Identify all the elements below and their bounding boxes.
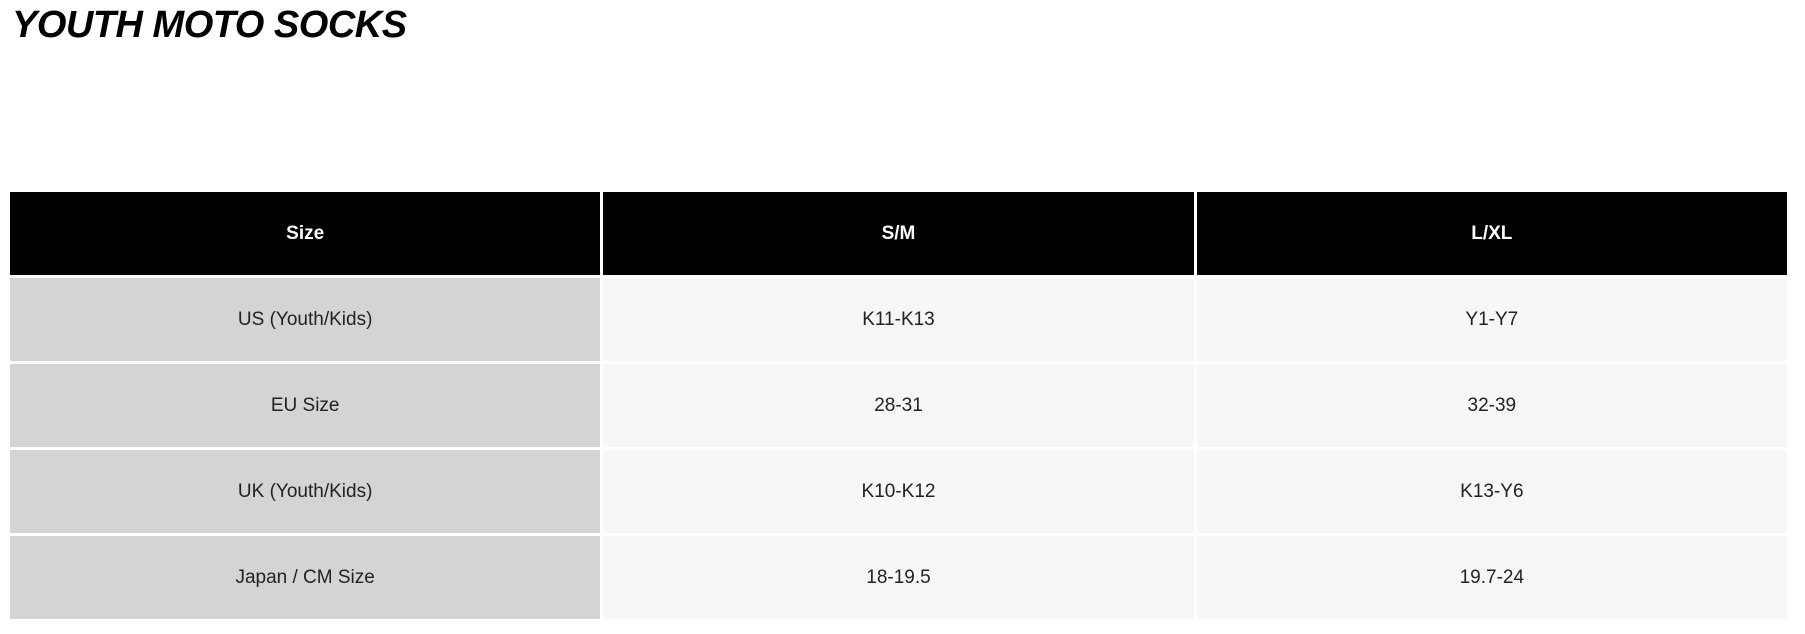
header-size: Size — [10, 192, 601, 275]
row-label: US (Youth/Kids) — [10, 278, 601, 361]
header-l-xl: L/XL — [1196, 192, 1787, 275]
table-cell: Y1-Y7 — [1196, 278, 1787, 361]
table-cell: K10-K12 — [603, 450, 1194, 533]
table-row: Japan / CM Size 18-19.5 19.7-24 — [10, 536, 1787, 619]
table-row: EU Size 28-31 32-39 — [10, 364, 1787, 447]
table-cell: 28-31 — [603, 364, 1194, 447]
table-cell: 19.7-24 — [1196, 536, 1787, 619]
size-chart-table: Size S/M L/XL US (Youth/Kids) K11-K13 Y1… — [7, 189, 1790, 622]
row-label: EU Size — [10, 364, 601, 447]
table-header-row: Size S/M L/XL — [10, 192, 1787, 275]
table-row: UK (Youth/Kids) K10-K12 K13-Y6 — [10, 450, 1787, 533]
table-row: US (Youth/Kids) K11-K13 Y1-Y7 — [10, 278, 1787, 361]
table-cell: 32-39 — [1196, 364, 1787, 447]
row-label: UK (Youth/Kids) — [10, 450, 601, 533]
table-cell: 18-19.5 — [603, 536, 1194, 619]
table-cell: K13-Y6 — [1196, 450, 1787, 533]
row-label: Japan / CM Size — [10, 536, 601, 619]
header-s-m: S/M — [603, 192, 1194, 275]
table-cell: K11-K13 — [603, 278, 1194, 361]
page-title: YOUTH MOTO SOCKS — [12, 4, 407, 46]
